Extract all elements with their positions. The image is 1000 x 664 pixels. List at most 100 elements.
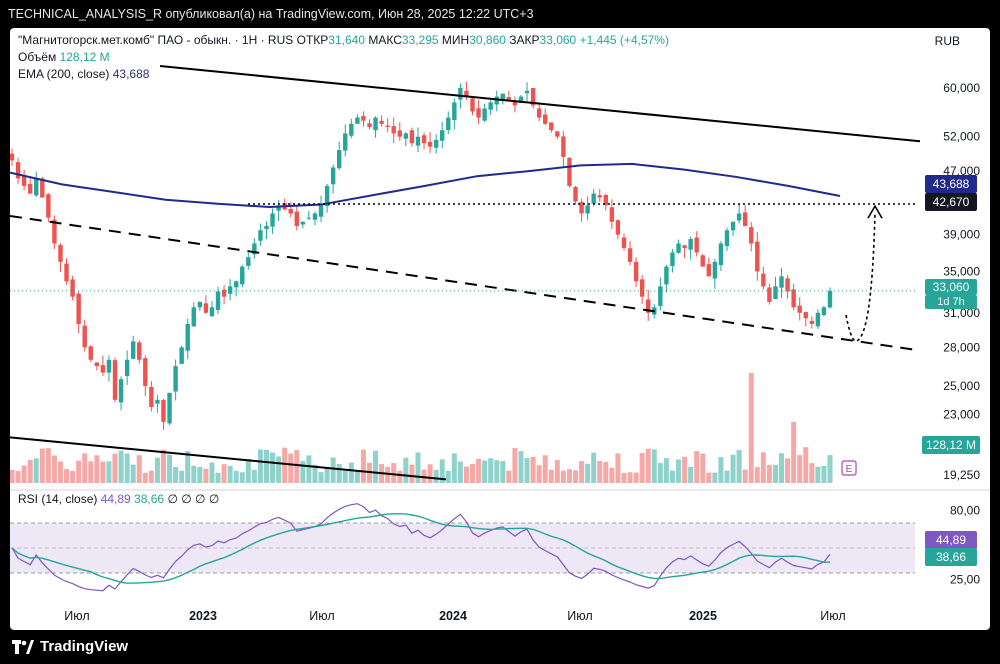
- volume-bar: [524, 458, 530, 483]
- candle-body: [682, 245, 687, 248]
- candle-body: [294, 211, 299, 226]
- candle-body: [549, 122, 554, 131]
- price-tick-label: 52,000: [943, 130, 980, 144]
- candle-body: [215, 291, 221, 310]
- volume-bar: [324, 466, 330, 483]
- volume-bar: [185, 451, 191, 483]
- volume-bar: [276, 456, 282, 483]
- tradingview-logo[interactable]: TradingView: [12, 638, 128, 655]
- candle-body: [639, 279, 645, 297]
- volume-bar: [130, 464, 136, 483]
- candle-body: [494, 96, 499, 105]
- volume-bar: [821, 465, 827, 483]
- volume-bar: [797, 455, 803, 483]
- currency-label[interactable]: RUB: [934, 34, 960, 48]
- candle-body: [646, 299, 651, 313]
- candle-body: [785, 278, 790, 292]
- price-tick-label: 35,000: [943, 264, 980, 278]
- ema-price-tag: 43,688: [925, 175, 977, 193]
- candle-body: [452, 102, 457, 121]
- candle-body: [361, 115, 366, 121]
- volume-bar: [82, 453, 88, 483]
- volume-bar: [10, 469, 15, 483]
- symbol-name[interactable]: "Магнитогорск.мет.комб" ПАО - обыкн. · 1…: [18, 33, 294, 47]
- candle-body: [94, 362, 100, 367]
- volume-bar: [148, 470, 154, 483]
- last-price-tag: 33,060: [925, 279, 977, 295]
- candle-body: [173, 366, 178, 392]
- volume-bar: [227, 466, 233, 483]
- volume-bar: [439, 459, 445, 483]
- volume-bar: [573, 470, 579, 483]
- volume-bar: [336, 464, 342, 483]
- volume-bar: [724, 470, 730, 483]
- volume-bar: [560, 470, 566, 483]
- volume-bar: [657, 463, 663, 483]
- candle-body: [185, 323, 190, 351]
- volume-bar: [239, 472, 245, 483]
- candle-body: [312, 213, 318, 220]
- candle-body: [421, 135, 427, 144]
- candle-body: [700, 255, 705, 267]
- candle-body: [64, 263, 69, 282]
- candle-body: [21, 175, 27, 186]
- volume-bar: [203, 468, 209, 483]
- candle-body: [409, 130, 415, 144]
- volume-bar: [669, 470, 675, 483]
- time-tick-label: Июл: [64, 609, 89, 623]
- volume-bar: [167, 454, 173, 483]
- volume-bar: [506, 470, 512, 483]
- candle-body: [161, 400, 166, 422]
- candle-body: [712, 261, 718, 279]
- publisher-line: TECHNICAL_ANALYSIS_R опубликовал(а) на T…: [8, 7, 534, 21]
- volume-bar: [712, 472, 718, 483]
- ema-200-line: [10, 162, 841, 208]
- rsi-ma-tag: 38,66: [925, 548, 977, 566]
- candle-body: [627, 248, 633, 262]
- volume-bar: [100, 461, 106, 483]
- candle-body: [791, 289, 796, 308]
- volume-label[interactable]: Объём: [18, 50, 57, 64]
- candle-body: [797, 305, 802, 313]
- candle-body: [730, 221, 736, 231]
- volume-bar: [118, 450, 124, 483]
- price-tick-label: 39,000: [943, 228, 980, 242]
- price-tick-label: 60,000: [943, 81, 980, 95]
- chart-panel[interactable]: E 60,000 52,000 47,000 39,000 35,000 31,000 28…: [10, 28, 990, 630]
- candle-body: [530, 88, 536, 106]
- volume-bar: [785, 458, 791, 483]
- volume-bar: [88, 461, 94, 483]
- candle-body: [124, 359, 130, 377]
- volume-bar: [403, 457, 409, 483]
- candle-body: [706, 264, 712, 277]
- projection-arrowhead: [867, 204, 883, 219]
- volume-bar: [760, 452, 766, 483]
- earnings-event-badge[interactable]: E: [841, 460, 857, 476]
- candle-body: [500, 93, 505, 100]
- volume-bar: [627, 472, 633, 483]
- volume-bar: [348, 462, 354, 483]
- volume-bar: [651, 449, 657, 483]
- candle-body: [221, 289, 227, 297]
- chart-canvas[interactable]: E 60,000 52,000 47,000 39,000 35,000 31,000 28…: [10, 28, 990, 630]
- ema-label[interactable]: EMA (200, close): [18, 67, 110, 81]
- candle-body: [694, 237, 699, 253]
- candle-body: [106, 359, 112, 373]
- candle-body: [355, 117, 360, 124]
- tradingview-logo-icon: [12, 639, 34, 654]
- candle-body: [88, 346, 93, 360]
- candle-body: [658, 286, 663, 307]
- volume-bar: [288, 453, 294, 483]
- volume-bar: [542, 455, 548, 483]
- candle-body: [15, 162, 21, 179]
- candle-body: [203, 303, 209, 313]
- rsi-label[interactable]: RSI (14, close): [18, 492, 98, 506]
- candle-body: [385, 125, 390, 128]
- rsi-tag: 44,89: [925, 531, 977, 549]
- candle-body: [52, 219, 57, 244]
- volume-bar: [742, 469, 748, 483]
- candle-body: [621, 237, 627, 248]
- candle-body: [367, 123, 372, 128]
- candle-body: [397, 130, 402, 137]
